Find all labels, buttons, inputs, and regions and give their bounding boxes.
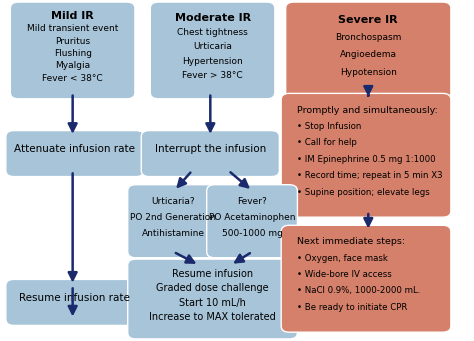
Text: • Wide-bore IV access: • Wide-bore IV access [297,270,392,279]
Text: Urticaria?: Urticaria? [151,197,195,206]
FancyBboxPatch shape [286,2,451,99]
Text: Moderate IR: Moderate IR [174,13,251,23]
Text: Mild transient event: Mild transient event [27,24,118,33]
Text: Resume infusion rate: Resume infusion rate [19,293,130,303]
Text: • Stop Infusion: • Stop Infusion [297,122,362,131]
Text: Pruritus: Pruritus [55,36,90,46]
Text: • Record time; repeat in 5 min X3: • Record time; repeat in 5 min X3 [297,171,443,180]
Text: Next immediate steps:: Next immediate steps: [297,237,406,247]
FancyBboxPatch shape [128,259,297,339]
Text: • Supine position; elevate legs: • Supine position; elevate legs [297,188,430,197]
Text: Hypotension: Hypotension [340,68,397,77]
Text: Bronchospasm: Bronchospasm [335,33,401,42]
Text: • Oxygen, face mask: • Oxygen, face mask [297,254,388,263]
Text: Increase to MAX tolerated: Increase to MAX tolerated [149,312,276,322]
Text: PO 2nd Generation: PO 2nd Generation [130,213,216,222]
Text: Graded dose challenge: Graded dose challenge [156,283,269,294]
Text: Angioedema: Angioedema [340,50,397,59]
Text: Hypertension: Hypertension [182,57,243,66]
Text: Fever > 38°C: Fever > 38°C [182,72,243,80]
Text: Fever?: Fever? [237,197,267,206]
Text: Flushing: Flushing [54,49,91,58]
FancyBboxPatch shape [150,2,275,99]
Text: Severe IR: Severe IR [338,15,398,25]
Text: 500-1000 mg: 500-1000 mg [222,229,283,238]
Text: Urticaria: Urticaria [193,42,232,51]
FancyBboxPatch shape [281,93,451,217]
Text: Attenuate infusion rate: Attenuate infusion rate [14,144,136,154]
Text: Antihistamine: Antihistamine [142,229,205,238]
FancyBboxPatch shape [10,2,135,99]
Text: • Be ready to initiate CPR: • Be ready to initiate CPR [297,303,408,312]
Text: PO Acetaminophen: PO Acetaminophen [209,213,295,222]
FancyBboxPatch shape [281,225,451,332]
FancyBboxPatch shape [6,279,144,325]
Text: Resume infusion: Resume infusion [172,269,253,279]
FancyBboxPatch shape [141,131,279,177]
Text: Chest tightness: Chest tightness [177,28,248,37]
Text: • Call for help: • Call for help [297,138,357,147]
Text: Fever < 38°C: Fever < 38°C [42,74,103,83]
Text: • IM Epinephrine 0.5 mg 1:1000: • IM Epinephrine 0.5 mg 1:1000 [297,155,436,164]
FancyBboxPatch shape [6,131,144,177]
Text: Promptly and simultaneously:: Promptly and simultaneously: [297,106,438,115]
FancyBboxPatch shape [128,185,219,258]
Text: Mild IR: Mild IR [51,11,94,21]
FancyBboxPatch shape [207,185,297,258]
Text: Myalgia: Myalgia [55,61,90,71]
Text: Start 10 mL/h: Start 10 mL/h [179,298,246,308]
Text: • NaCl 0.9%, 1000-2000 mL.: • NaCl 0.9%, 1000-2000 mL. [297,286,421,296]
Text: Interrupt the infusion: Interrupt the infusion [155,144,266,154]
